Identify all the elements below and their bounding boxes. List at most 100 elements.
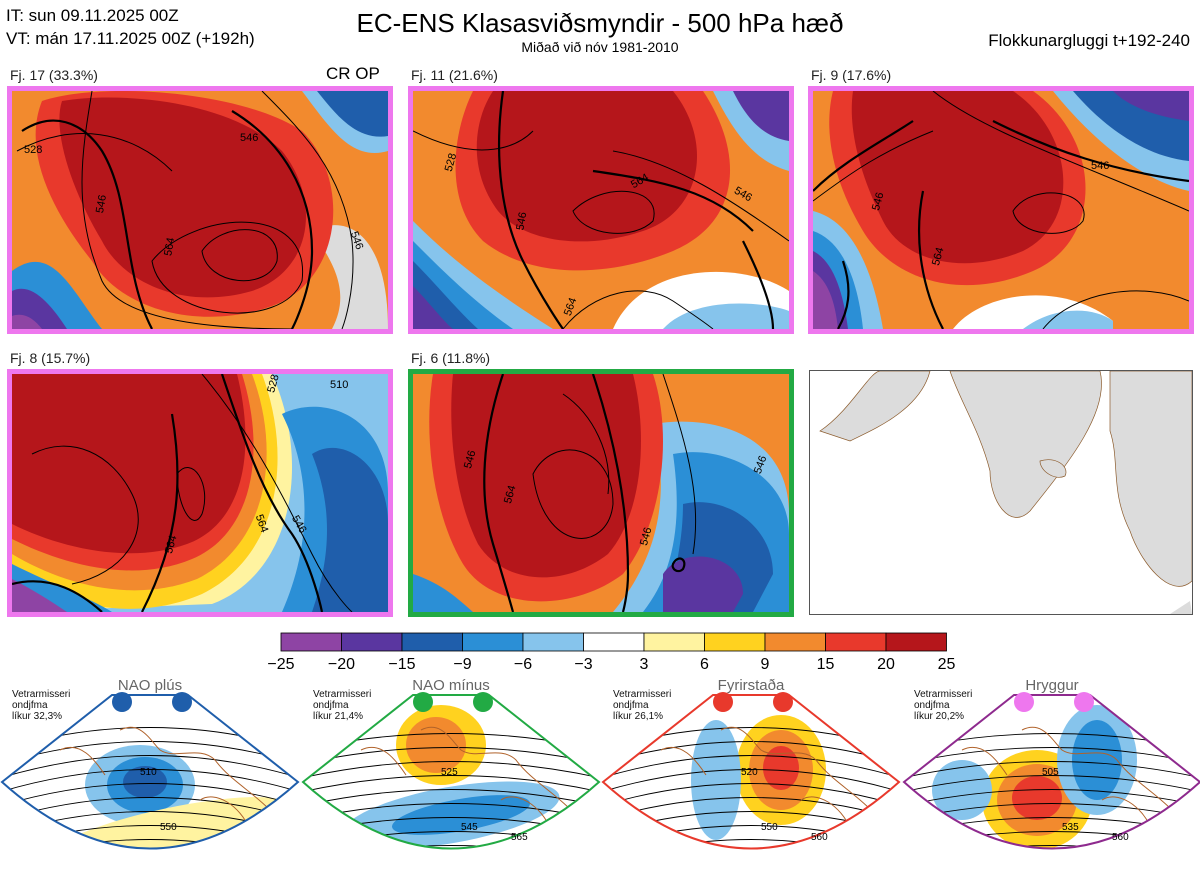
regime-note-line: Vetrarmisseri xyxy=(12,689,71,700)
anomaly-blob xyxy=(1012,776,1062,820)
colorbar-tick-label: 15 xyxy=(816,656,835,673)
height-contours xyxy=(16,91,354,329)
height-contours-bold xyxy=(813,120,1189,329)
init-time: IT: sun 09.11.2025 00Z xyxy=(6,6,179,25)
regime-map-3: 520 550 560 xyxy=(601,694,901,850)
height-contours xyxy=(31,374,353,612)
regime-title: Hryggur xyxy=(1025,677,1079,694)
colorbar-tick-label: −25 xyxy=(267,656,295,673)
height-contour xyxy=(904,775,1200,793)
height-contour xyxy=(2,839,298,849)
header-times: IT: sun 09.11.2025 00Z VT: mán 17.11.202… xyxy=(6,4,255,50)
land-se xyxy=(1170,601,1192,614)
height-contour xyxy=(303,747,599,765)
panel-1-crop-tag: CR OP xyxy=(326,64,380,83)
regime-marker-dot xyxy=(773,692,793,712)
colorbar-tick-label: 3 xyxy=(639,656,649,673)
height-contour xyxy=(2,755,298,779)
regime-contour-label: 545 xyxy=(461,822,478,833)
negative-anomaly-sw-4 xyxy=(813,271,838,329)
regime-note-line: ondjfma xyxy=(914,700,950,711)
contour-label-546c: 546 xyxy=(752,454,770,475)
negative-anomaly-e-core xyxy=(312,447,388,612)
contour-label-528: 528 xyxy=(24,144,42,156)
colorbar-swatch xyxy=(583,632,645,652)
strong-positive-anomaly xyxy=(851,91,1064,264)
height-contour xyxy=(904,789,1200,807)
negative-anomaly-s xyxy=(1023,310,1113,329)
height-contour xyxy=(904,761,1200,779)
anomaly-blob xyxy=(1072,720,1122,800)
regime-contour-label: 525 xyxy=(441,767,458,778)
colorbar-tick-label: −15 xyxy=(388,656,416,673)
regime-note: Vetrarmisseri ondjfma líkur 20,2% xyxy=(914,689,972,722)
regime-title: Fyrirstaða xyxy=(717,677,785,694)
colorbar-swatch xyxy=(764,632,826,652)
colorbar-tick-label: −3 xyxy=(574,656,593,673)
height-contours-bold xyxy=(21,110,314,329)
contour-label-546: 546 xyxy=(240,132,258,144)
height-contours xyxy=(532,374,697,555)
cluster-map-fj9: 546 564 546 xyxy=(808,86,1194,334)
regime-outline xyxy=(902,694,1200,850)
regime-note-line: ondjfma xyxy=(613,700,649,711)
regime-note-line: Vetrarmisseri xyxy=(613,689,672,700)
strongest-negative-anomaly xyxy=(12,314,42,329)
regime-note-line: Vetrarmisseri xyxy=(313,689,372,700)
colorbar-tick-label: −9 xyxy=(453,656,472,673)
land-nw xyxy=(819,371,931,442)
regime-note-line: líkur 32,3% xyxy=(12,711,63,722)
regime-map-4: 505 535 560 xyxy=(902,694,1200,850)
contour-label-564b: 564 xyxy=(253,513,271,534)
regime-map-1: 510 550 xyxy=(0,694,300,850)
colorbar-swatch xyxy=(885,632,947,652)
regime-marker-dot xyxy=(172,692,192,712)
height-contour xyxy=(2,769,298,793)
regime-outline xyxy=(0,694,300,850)
height-contours xyxy=(813,91,1189,329)
height-contour xyxy=(904,845,1200,849)
colorbar-tick-label: 20 xyxy=(877,656,895,673)
colorbar-tick-label: 6 xyxy=(700,656,709,673)
regime-note-line: Vetrarmisseri xyxy=(914,689,973,700)
negative-anomaly-ne-core xyxy=(733,91,789,141)
height-contour xyxy=(303,775,599,793)
contour-label-546c: 546 xyxy=(348,230,366,251)
anomaly-blob xyxy=(123,766,167,798)
negative-anomaly-se xyxy=(663,303,789,329)
regime-note-line: líkur 20,2% xyxy=(914,711,965,722)
colorbar-swatch xyxy=(280,632,342,652)
land-iceland xyxy=(1039,459,1067,478)
anomaly-blob xyxy=(406,717,466,773)
anomaly-blob xyxy=(932,760,992,820)
land-east xyxy=(1109,371,1192,587)
cluster-map-fj6: 546 564 546 546 xyxy=(408,369,794,617)
classification-window: Flokkunargluggi t+192-240 xyxy=(988,31,1190,50)
colorbar-tick-label: −6 xyxy=(513,656,533,673)
strong-positive-anomaly xyxy=(451,374,641,578)
negative-anomaly-ne-core xyxy=(317,91,388,137)
height-contour xyxy=(603,755,899,779)
regime-marker-dot xyxy=(413,692,433,712)
height-contours xyxy=(413,130,789,329)
colorbar-swatch xyxy=(522,632,584,652)
regime-contour-label: 560 xyxy=(811,832,828,843)
cluster-map-fj8: 528 564 564 546 510 xyxy=(7,369,393,617)
colorbar xyxy=(280,632,947,652)
empty-map-panel xyxy=(809,370,1193,615)
regime-map-2: 525 545 565 xyxy=(301,694,601,850)
panel-2-label: Fj. 11 (21.6%) xyxy=(411,67,498,83)
colorbar-swatch xyxy=(341,632,403,652)
height-contour xyxy=(904,747,1200,765)
regime-contour-label: 550 xyxy=(761,822,778,833)
colorbar-tick-label: 25 xyxy=(937,656,956,673)
contour-label-546b: 546 xyxy=(638,526,654,547)
page-title: EC-ENS Klasasviðsmyndir - 500 hPa hæð xyxy=(356,8,844,38)
colorbar-swatch xyxy=(825,632,887,652)
height-contour xyxy=(303,845,599,849)
contour-label-528: 528 xyxy=(443,152,459,173)
colorbar-tick-label: 9 xyxy=(760,656,770,673)
panel-4-label: Fj. 8 (15.7%) xyxy=(10,350,91,366)
basemap-svg xyxy=(819,371,1192,614)
regime-marker-dot xyxy=(1014,692,1034,712)
